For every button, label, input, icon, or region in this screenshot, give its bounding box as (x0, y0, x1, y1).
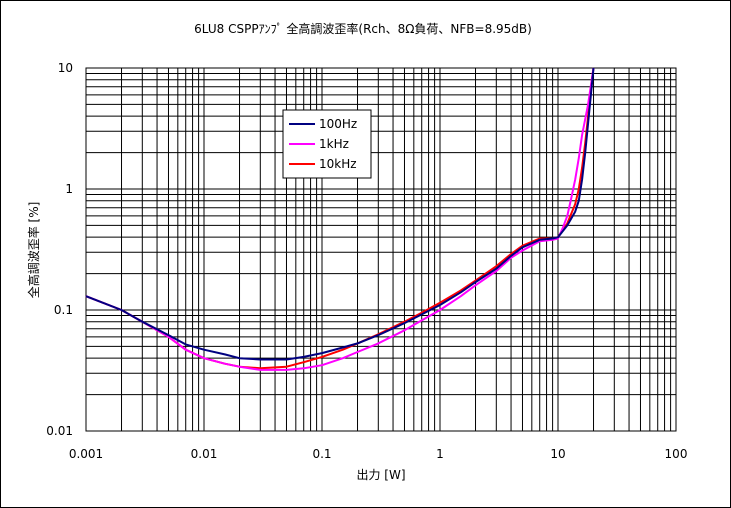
y-tick-label: 0.1 (54, 303, 73, 317)
x-axis-label: 出力 [W] (356, 468, 405, 482)
y-tick-labels: 0.01 0.1 1 10 (46, 61, 73, 438)
legend-label: 1kHz (319, 137, 349, 151)
x-tick-label: 100 (665, 447, 688, 461)
legend-label: 100Hz (319, 117, 357, 131)
x-tick-label: 10 (550, 447, 565, 461)
legend: 100Hz 1kHz 10kHz (282, 109, 372, 179)
legend-label: 10kHz (319, 157, 357, 171)
chart-title: 6LU8 CSPPｱﾝﾌﾟ 全高調波歪率(Rch、8Ω負荷、NFB=8.95dB… (194, 21, 532, 36)
x-tick-label: 0.001 (69, 447, 103, 461)
x-tick-label: 0.1 (312, 447, 331, 461)
series-line-1kHz (85, 67, 595, 371)
y-axis-label: 全高調波歪率 [%] (26, 202, 41, 299)
series-layer (85, 67, 595, 371)
y-tick-label: 10 (58, 61, 73, 75)
x-tick-label: 0.01 (191, 447, 218, 461)
y-tick-label: 1 (65, 182, 73, 196)
x-tick-labels: 0.001 0.01 0.1 1 10 100 (69, 447, 688, 461)
series-line-100Hz (85, 67, 595, 361)
x-tick-label: 1 (436, 447, 444, 461)
y-tick-label: 0.01 (46, 424, 73, 438)
plot-area (85, 67, 677, 432)
